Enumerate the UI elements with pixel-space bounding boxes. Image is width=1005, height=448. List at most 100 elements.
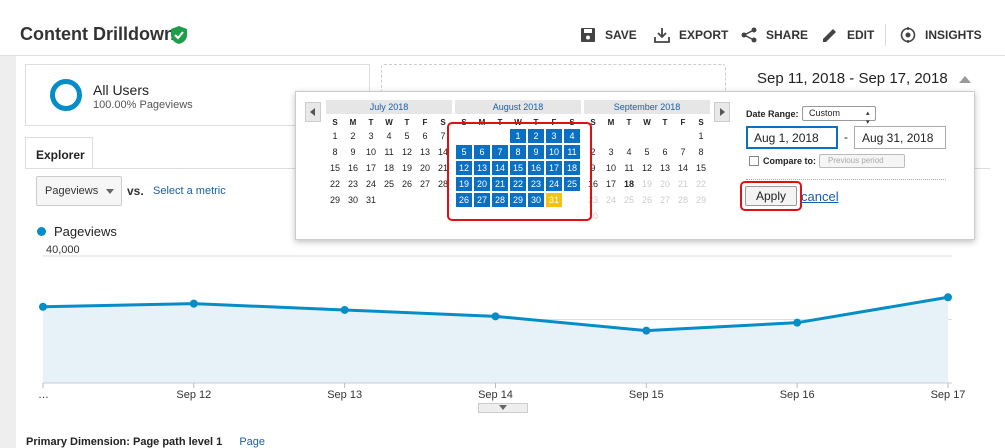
calendar-day[interactable]: 20 — [419, 163, 430, 173]
calendar-day[interactable]: 26 — [641, 195, 652, 205]
tab-explorer[interactable]: Explorer — [25, 137, 93, 169]
calendar-day[interactable]: 24 — [365, 179, 376, 189]
calendar-day[interactable]: 10 — [365, 147, 376, 157]
calendar-day[interactable]: 27 — [659, 195, 670, 205]
calendar-day[interactable]: 14 — [677, 163, 688, 173]
calendar-day[interactable]: 13 — [473, 160, 491, 176]
calendar-day[interactable]: 18 — [563, 160, 581, 176]
calendar-day[interactable]: 13 — [659, 163, 670, 173]
select-metric-link[interactable]: Select a metric — [153, 185, 226, 197]
calendar-day[interactable]: 6 — [422, 131, 428, 141]
calendar-day[interactable]: 14 — [491, 160, 509, 176]
calendar-day[interactable]: 27 — [419, 179, 430, 189]
calendar-day[interactable]: 28 — [677, 195, 688, 205]
calendar-day[interactable]: 16 — [527, 160, 545, 176]
calendar-day[interactable]: 17 — [365, 163, 376, 173]
calendar-day[interactable]: 9 — [350, 147, 356, 157]
calendar-day[interactable]: 11 — [384, 147, 394, 157]
calendar-day[interactable]: 4 — [626, 147, 632, 157]
start-date-input[interactable]: Aug 1, 2018 — [746, 126, 838, 149]
calendar-day[interactable]: 23 — [527, 176, 545, 192]
calendar-day[interactable]: 28 — [437, 179, 448, 189]
edit-button[interactable]: EDIT — [822, 26, 874, 44]
share-button[interactable]: SHARE — [741, 26, 808, 44]
calendar-day[interactable]: 26 — [455, 192, 473, 208]
calendar-day[interactable]: 21 — [491, 176, 509, 192]
calendar-day[interactable]: 31 — [365, 195, 376, 205]
calendar-day[interactable]: 22 — [695, 179, 706, 189]
calendar-day[interactable]: 12 — [401, 147, 412, 157]
calendar-day[interactable]: 3 — [608, 147, 614, 157]
calendar-day[interactable]: 4 — [386, 131, 392, 141]
export-button[interactable]: EXPORT — [654, 26, 728, 44]
calendar-day[interactable]: 30 — [347, 195, 358, 205]
calendar-day[interactable]: 13 — [419, 147, 430, 157]
calendar-day[interactable]: 6 — [473, 144, 491, 160]
calendar-day[interactable]: 9 — [590, 163, 596, 173]
end-date-input[interactable]: Aug 31, 2018 — [854, 126, 946, 149]
calendar-day[interactable]: 1 — [332, 131, 338, 141]
calendar-day[interactable]: 30 — [587, 211, 598, 221]
calendar-day[interactable]: 8 — [509, 144, 527, 160]
calendar-day[interactable]: 29 — [509, 192, 527, 208]
calendar-day[interactable]: 7 — [680, 147, 686, 157]
calendar-day[interactable]: 24 — [545, 176, 563, 192]
calendar-day[interactable]: 2 — [590, 147, 596, 157]
calendar-day[interactable]: 10 — [545, 144, 563, 160]
insights-button[interactable]: INSIGHTS — [900, 26, 982, 44]
calendar-day[interactable]: 18 — [383, 163, 394, 173]
calendar-day[interactable]: 21 — [677, 179, 688, 189]
cancel-link[interactable]: cancel — [801, 189, 839, 204]
calendar-day[interactable]: 15 — [509, 160, 527, 176]
calendar-day[interactable]: 31 — [545, 192, 563, 208]
calendar-day[interactable]: 18 — [623, 179, 634, 189]
calendar-day[interactable]: 3 — [545, 128, 563, 144]
calendar-day[interactable]: 12 — [455, 160, 473, 176]
calendar-day[interactable]: 2 — [527, 128, 545, 144]
calendar-day[interactable]: 16 — [587, 179, 598, 189]
calendar-day[interactable]: 4 — [563, 128, 581, 144]
calendar-day[interactable]: 1 — [509, 128, 527, 144]
calendar-day[interactable]: 26 — [401, 179, 412, 189]
apply-button[interactable]: Apply — [745, 186, 797, 206]
compare-select[interactable]: Previous period — [819, 154, 905, 168]
calendar-day[interactable]: 6 — [662, 147, 668, 157]
calendar-day[interactable]: 3 — [368, 131, 374, 141]
calendar-day[interactable]: 2 — [350, 131, 356, 141]
date-range-caret-icon[interactable] — [959, 76, 971, 83]
calendar-day[interactable]: 9 — [527, 144, 545, 160]
calendar-day[interactable]: 17 — [545, 160, 563, 176]
calendar-day[interactable]: 29 — [695, 195, 706, 205]
calendar-day[interactable]: 19 — [455, 176, 473, 192]
calendar-day[interactable]: 1 — [698, 131, 704, 141]
calendar-day[interactable]: 23 — [587, 195, 598, 205]
calendar-day[interactable]: 19 — [401, 163, 412, 173]
calendar-day[interactable]: 15 — [329, 163, 340, 173]
calendar-day[interactable]: 5 — [404, 131, 410, 141]
calendar-day[interactable]: 17 — [605, 179, 616, 189]
calendar-day[interactable]: 20 — [659, 179, 670, 189]
calendar-day[interactable]: 20 — [473, 176, 491, 192]
calendar-day[interactable]: 24 — [605, 195, 616, 205]
calendar-day[interactable]: 12 — [641, 163, 652, 173]
calendar-day[interactable]: 19 — [641, 179, 652, 189]
calendar-day[interactable]: 7 — [440, 131, 446, 141]
calendar-day[interactable]: 21 — [437, 163, 448, 173]
calendar-day[interactable]: 15 — [695, 163, 706, 173]
calendar-day[interactable]: 7 — [491, 144, 509, 160]
calendar-day[interactable]: 22 — [329, 179, 340, 189]
calendar-day[interactable]: 5 — [644, 147, 650, 157]
calendar-day[interactable]: 30 — [527, 192, 545, 208]
calendar-day[interactable]: 10 — [605, 163, 616, 173]
prev-month-button[interactable] — [305, 102, 321, 122]
date-range-select[interactable]: Custom — [802, 106, 876, 121]
calendar-day[interactable]: 22 — [509, 176, 527, 192]
calendar-day[interactable]: 8 — [332, 147, 338, 157]
calendar-day[interactable]: 29 — [329, 195, 340, 205]
calendar-day[interactable]: 14 — [437, 147, 448, 157]
calendar-day[interactable]: 11 — [563, 144, 581, 160]
calendar-day[interactable]: 25 — [563, 176, 581, 192]
date-range-display[interactable]: Sep 11, 2018 - Sep 17, 2018 — [757, 70, 948, 87]
calendar-day[interactable]: 5 — [455, 144, 473, 160]
calendar-day[interactable]: 8 — [698, 147, 704, 157]
